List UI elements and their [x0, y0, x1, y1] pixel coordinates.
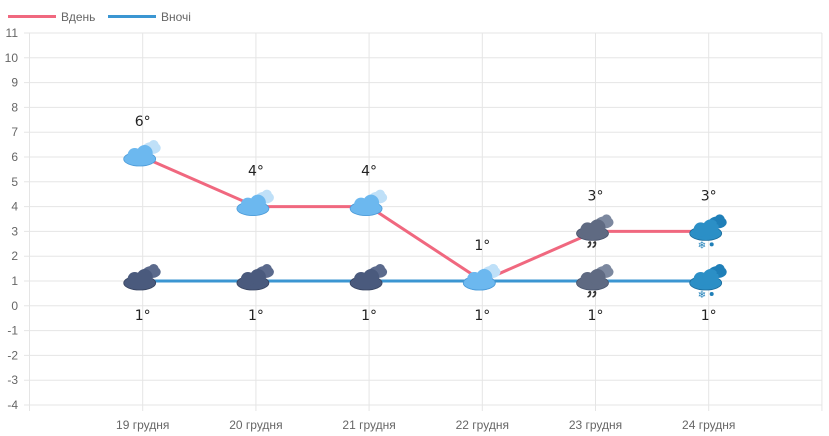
weather-icons: ❄❄ — [123, 140, 727, 301]
y-tick-label: -1 — [7, 324, 18, 338]
y-tick-label: 2 — [11, 249, 18, 263]
x-tick-label: 24 грудня — [682, 418, 735, 432]
y-tick-label: 6 — [11, 150, 18, 164]
cloud-light-icon — [462, 264, 501, 291]
y-tick-label: 8 — [11, 100, 18, 114]
value-label: 1° — [701, 308, 717, 324]
chart-grid — [24, 32, 823, 411]
y-tick-label: -4 — [7, 398, 18, 412]
value-label: 1° — [588, 308, 604, 324]
value-label: 1° — [361, 308, 377, 324]
x-tick-label: 22 грудня — [456, 418, 509, 432]
svg-text:❄: ❄ — [698, 290, 706, 301]
value-label: 1° — [474, 238, 490, 254]
y-tick-label: -3 — [7, 373, 18, 387]
legend[interactable]: Вдень Вночі — [8, 10, 191, 24]
value-label: 4° — [361, 164, 377, 180]
cloud-dark-icon — [236, 264, 274, 291]
y-tick-label: 1 — [11, 274, 18, 288]
cloud-dark-rain-icon — [576, 264, 614, 298]
y-tick-label: 7 — [11, 125, 18, 139]
x-tick-label: 21 грудня — [342, 418, 395, 432]
cloud-dark-icon — [349, 264, 388, 291]
series-line — [142, 155, 709, 283]
value-label: 6° — [135, 114, 151, 130]
y-tick-label: 0 — [11, 299, 18, 313]
y-tick-label: 5 — [11, 175, 18, 189]
cloud-light-icon — [236, 189, 274, 217]
legend-label: Вночі — [161, 10, 191, 24]
legend-swatch — [108, 15, 156, 18]
y-tick-label: -2 — [7, 348, 18, 362]
value-label: 1° — [248, 308, 264, 324]
value-label: 1° — [135, 308, 151, 324]
value-labels: 6° 4° 4° 1° 3° 3° 1° 1° 1° 1° 1° 1° — [135, 114, 717, 324]
x-tick-label: 20 грудня — [229, 418, 282, 432]
value-label: 3° — [588, 188, 604, 204]
cloud-snow-icon: ❄ — [689, 214, 727, 251]
y-tick-label: 3 — [11, 224, 18, 238]
value-label: 4° — [248, 164, 264, 180]
y-tick-label: 11 — [6, 26, 19, 40]
x-tick-label: 19 грудня — [116, 418, 169, 432]
y-tick-label: 9 — [11, 76, 18, 90]
cloud-snow-icon: ❄ — [689, 264, 727, 301]
cloud-light-icon — [123, 140, 161, 167]
cloud-light-icon — [349, 189, 388, 217]
legend-swatch — [8, 15, 56, 18]
legend-item[interactable]: Вдень — [8, 10, 95, 24]
legend-item[interactable]: Вночі — [108, 10, 191, 24]
y-tick-label: 4 — [11, 200, 18, 214]
x-tick-label: 23 грудня — [569, 418, 622, 432]
x-axis-ticks: 19 грудня 20 грудня 21 грудня 22 грудня 23 г… — [116, 418, 735, 432]
y-tick-label: 10 — [5, 51, 19, 65]
value-label: 3° — [701, 188, 717, 204]
cloud-dark-icon — [123, 264, 161, 291]
cloud-dark-rain-icon — [576, 214, 614, 249]
svg-text:❄: ❄ — [698, 240, 706, 251]
value-label: 1° — [474, 308, 490, 324]
legend-label: Вдень — [61, 10, 95, 24]
series-lines — [142, 155, 709, 283]
